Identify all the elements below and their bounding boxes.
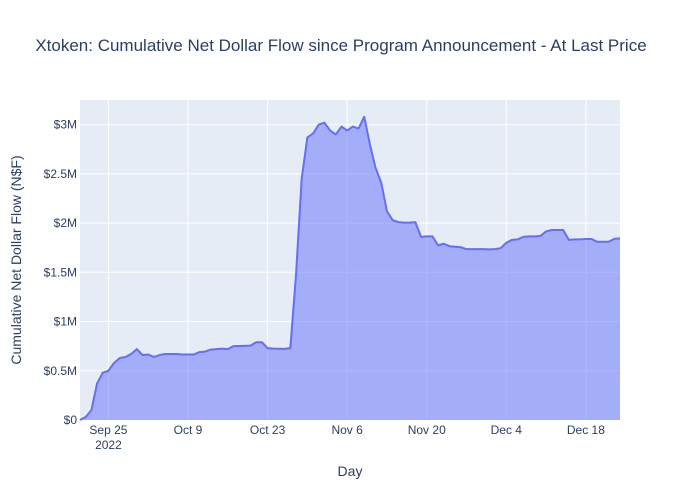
series-line <box>79 115 621 421</box>
y-tick-label: $1M <box>54 315 77 329</box>
y-tick-label: $2.5M <box>44 167 77 181</box>
x-axis-year-label: 2022 <box>95 438 122 452</box>
x-tick-label: Oct 23 <box>250 423 286 437</box>
chart-title: Xtoken: Cumulative Net Dollar Flow since… <box>35 36 646 55</box>
x-axis-ticks: Sep 25 Oct 9 Oct 23 Nov 6 Nov 20 Dec 4 Dec 18 <box>89 423 605 437</box>
x-tick-label: Sep 25 <box>89 423 127 437</box>
y-tick-label: $2M <box>54 216 77 230</box>
y-tick-label: $1.5M <box>44 265 77 279</box>
x-tick-label: Dec 18 <box>567 423 605 437</box>
series-area-fill <box>80 116 620 421</box>
y-axis-ticks: $0 $0.5M $1M $1.5M $2M $2.5M $3M <box>44 118 78 427</box>
x-axis-title: Day <box>338 463 363 479</box>
x-tick-label: Oct 9 <box>174 423 203 437</box>
y-tick-label: $0 <box>64 413 78 427</box>
y-tick-label: $3M <box>54 118 77 132</box>
x-tick-label: Dec 4 <box>491 423 523 437</box>
y-tick-label: $0.5M <box>44 364 77 378</box>
x-tick-label: Nov 20 <box>408 423 446 437</box>
x-tick-label: Nov 6 <box>331 423 363 437</box>
y-axis-title: Cumulative Net Dollar Flow (N$F) <box>8 155 24 364</box>
